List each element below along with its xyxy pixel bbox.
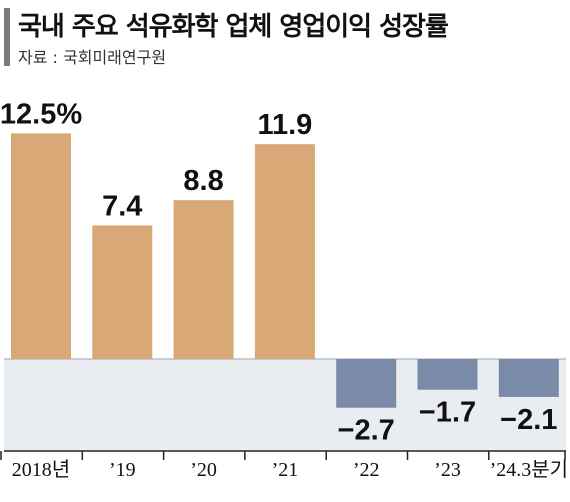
x-tick-label-3: ’20 xyxy=(190,459,217,481)
bar-value-label-2: 7.4 xyxy=(102,190,142,222)
bar-1 xyxy=(11,133,71,359)
x-tick-label-4: ’21 xyxy=(272,459,299,481)
bar-7 xyxy=(498,359,559,397)
x-tick-label-1: 2018년 xyxy=(12,458,70,481)
bar-value-label-3: 8.8 xyxy=(183,165,223,197)
bar-value-label-7: −2.1 xyxy=(500,404,557,436)
negative-band xyxy=(4,359,566,450)
bar-6 xyxy=(417,359,478,390)
x-tick-label-2: ’19 xyxy=(109,459,136,481)
chart-header: 국내 주요 석유화학 업체 영업이익 성장률 자료 : 국회미래연구원 xyxy=(0,6,570,68)
bar-value-label-6: −1.7 xyxy=(419,397,476,429)
chart-title: 국내 주요 석유화학 업체 영업이익 성장률 xyxy=(18,12,449,42)
bar-3 xyxy=(173,200,234,359)
bar-4 xyxy=(254,144,315,359)
bar-value-label-1: 12.5% xyxy=(0,98,82,130)
x-tick-label-5: ’22 xyxy=(353,459,380,481)
chart-source: 자료 : 국회미래연구원 xyxy=(18,48,167,67)
title-accent-bar xyxy=(4,8,10,66)
bar-2 xyxy=(92,225,153,359)
x-tick-label-6: ’23 xyxy=(434,459,461,481)
bar-5 xyxy=(336,359,397,408)
bar-value-label-5: −2.7 xyxy=(338,415,395,447)
x-tick-label-7: ’24.3분기 xyxy=(490,458,568,481)
bar-value-label-4: 11.9 xyxy=(257,109,312,141)
